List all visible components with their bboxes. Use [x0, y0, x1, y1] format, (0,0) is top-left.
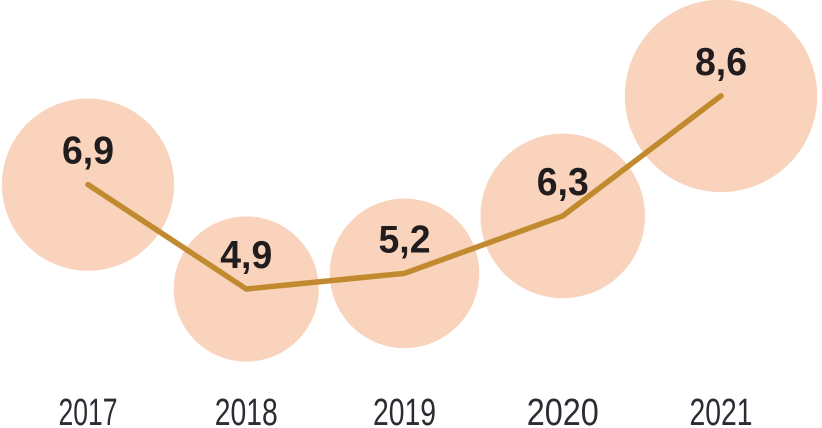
value-label-2021: 8,6 — [695, 41, 747, 84]
value-label-2019: 5,2 — [379, 218, 431, 261]
year-label-2020: 2020 — [527, 392, 599, 428]
value-label-2020: 6,3 — [537, 161, 589, 204]
year-label-2017: 2017 — [59, 392, 118, 428]
year-label-2018: 2018 — [215, 392, 278, 428]
value-label-2017: 6,9 — [62, 130, 114, 173]
year-label-2019: 2019 — [373, 392, 436, 428]
trend-line — [85, 93, 724, 292]
year-label-2021: 2021 — [690, 392, 753, 428]
value-label-2018: 4,9 — [220, 234, 272, 277]
